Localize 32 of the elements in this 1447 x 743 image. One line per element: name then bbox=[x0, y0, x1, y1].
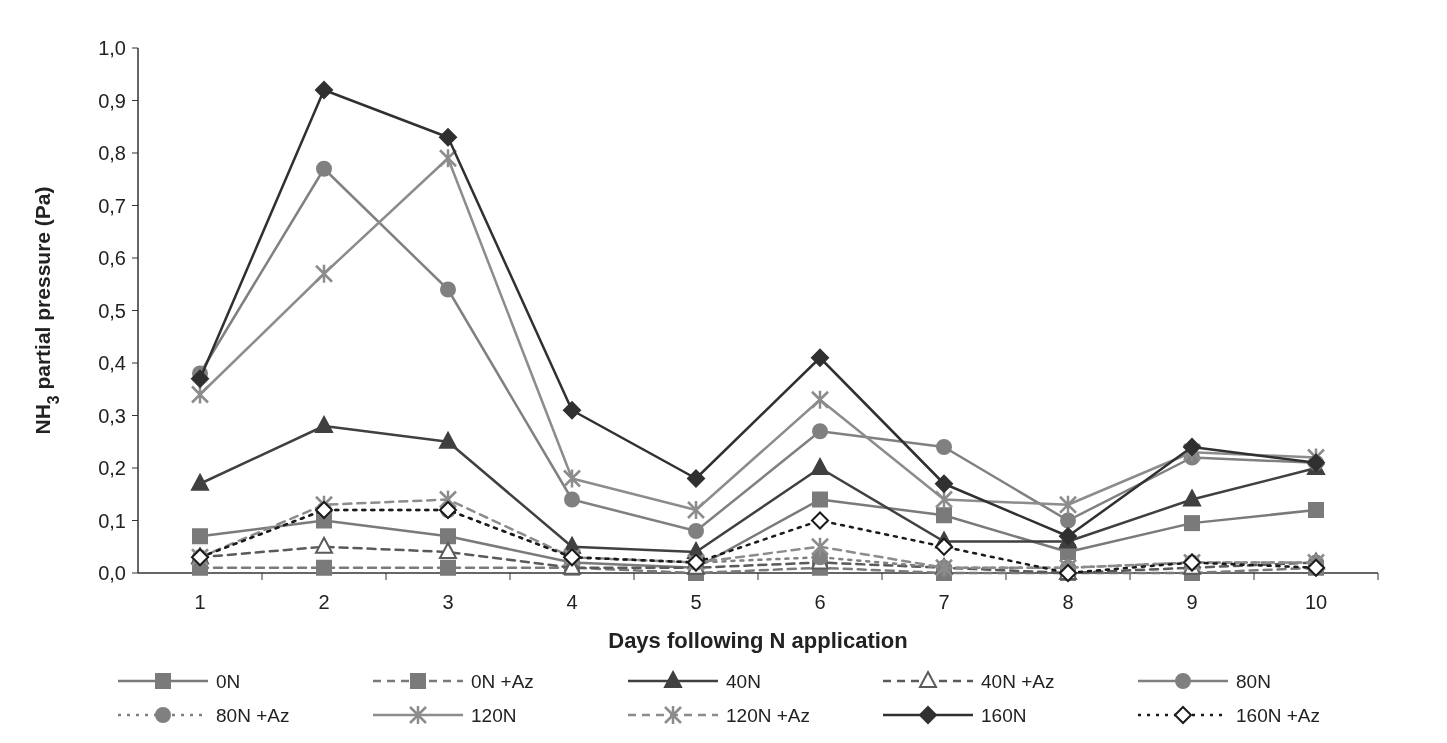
y-tick-label: 0,0 bbox=[98, 562, 126, 584]
y-tick-label: 0,6 bbox=[98, 247, 126, 269]
y-tick-label: 1,0 bbox=[98, 37, 126, 59]
legend-label: 40N bbox=[726, 670, 761, 692]
y-tick-label: 0,9 bbox=[98, 89, 126, 112]
x-tick-label: 9 bbox=[1186, 591, 1198, 613]
legend-label: 120N bbox=[471, 704, 517, 726]
legend-label: 120N +Az bbox=[726, 704, 810, 726]
x-tick-label: 10 bbox=[1304, 591, 1328, 613]
y-tick-label: 0,1 bbox=[98, 509, 126, 532]
x-tick-label: 5 bbox=[690, 591, 702, 613]
x-tick-label: 6 bbox=[814, 591, 826, 613]
x-tick-label: 3 bbox=[442, 591, 454, 613]
x-tick-label: 8 bbox=[1062, 591, 1074, 613]
legend-label: 80N +Az bbox=[216, 704, 290, 726]
x-tick-label: 7 bbox=[938, 591, 950, 613]
x-tick-label: 1 bbox=[194, 591, 206, 613]
legend-label: 0N bbox=[216, 670, 241, 692]
y-tick-label: 0,8 bbox=[98, 142, 126, 164]
x-axis-title: Days following N application bbox=[608, 628, 908, 653]
y-tick-label: 0,5 bbox=[98, 299, 126, 322]
y-tick-label: 0,4 bbox=[98, 352, 126, 374]
legend-label: 0N +Az bbox=[471, 670, 534, 692]
legend-label: 160N bbox=[981, 704, 1027, 726]
legend-label: 40N +Az bbox=[981, 670, 1055, 692]
y-tick-label: 0,3 bbox=[98, 404, 126, 427]
x-tick-label: 4 bbox=[566, 591, 578, 613]
x-tick-label: 2 bbox=[318, 591, 330, 613]
y-tick-label: 0,7 bbox=[98, 194, 126, 217]
legend-label: 160N +Az bbox=[1236, 704, 1320, 726]
legend-label: 80N bbox=[1236, 670, 1271, 692]
y-tick-label: 0,2 bbox=[98, 457, 126, 479]
